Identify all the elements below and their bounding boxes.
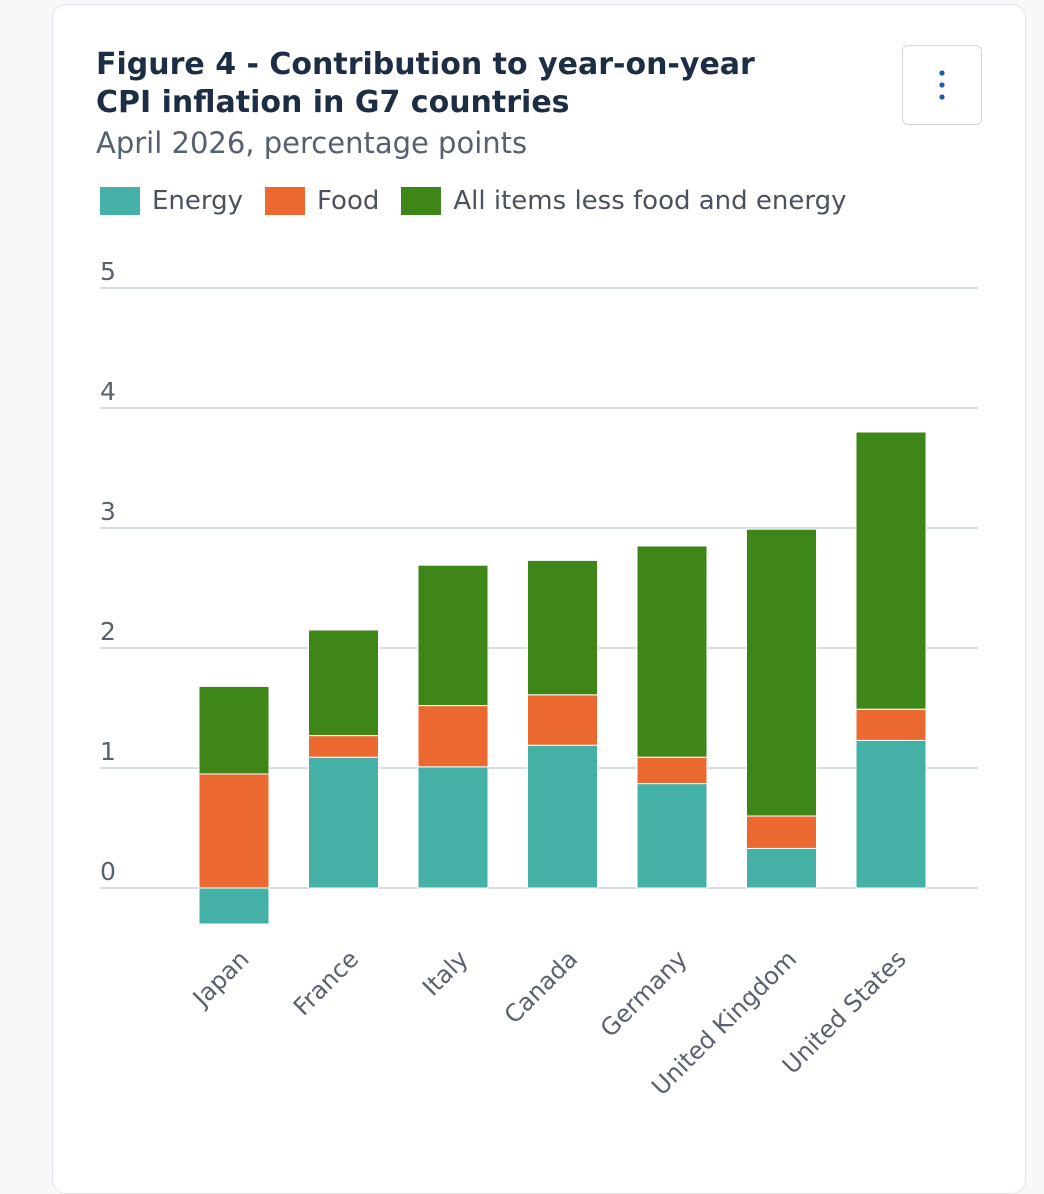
legend-swatch-energy [100, 187, 140, 215]
bar-united-kingdom-series-1[interactable] [746, 815, 817, 849]
category-label-canada: Canada [499, 945, 583, 1029]
legend-item-food[interactable]: Food [265, 186, 379, 216]
bar-japan-series-0[interactable] [198, 887, 270, 925]
bar-united-states-series-2[interactable] [855, 431, 927, 710]
bar-canada-series-2[interactable] [527, 559, 598, 696]
bar-france-series-1[interactable] [308, 735, 379, 758]
legend-swatch-core [401, 187, 442, 215]
bar-germany-series-2[interactable] [636, 545, 708, 758]
bar-united-states-series-0[interactable] [855, 739, 927, 889]
bar-france-series-2[interactable] [308, 629, 379, 737]
bar-germany-series-1[interactable] [636, 756, 708, 785]
chart-subtitle: April 2026, percentage points [96, 126, 528, 160]
chart-legend: Energy Food All items less food and ener… [100, 182, 869, 220]
category-label-italy: Italy [417, 945, 474, 1002]
y-tick-label-0: 0 [100, 857, 116, 886]
legend-swatch-food [265, 187, 306, 215]
bar-italy-series-1[interactable] [417, 705, 489, 768]
y-tick-label-3: 3 [100, 497, 116, 526]
bar-japan-series-2[interactable] [198, 685, 270, 775]
y-tick-label-5: 5 [100, 257, 116, 286]
y-tick-label-1: 1 [100, 737, 116, 766]
category-label-france: France [288, 945, 364, 1021]
chart-menu-button[interactable] [902, 45, 982, 125]
bar-united-states-series-1[interactable] [855, 708, 927, 741]
bar-canada-series-1[interactable] [527, 694, 598, 746]
bars [198, 431, 927, 925]
legend-label-core: All items less food and energy [453, 186, 847, 216]
vertical-ellipsis-icon [939, 70, 945, 100]
bar-united-kingdom-series-2[interactable] [746, 528, 817, 817]
chart-title: Figure 4 - Contribution to year-on-year … [96, 47, 755, 120]
legend-label-energy: Energy [152, 186, 244, 216]
bar-germany-series-0[interactable] [636, 783, 708, 889]
category-label-germany: Germany [595, 945, 693, 1043]
bar-italy-series-0[interactable] [417, 766, 489, 889]
legend-label-food: Food [317, 186, 380, 216]
legend-item-energy[interactable]: Energy [100, 186, 243, 216]
bar-canada-series-0[interactable] [527, 744, 598, 889]
legend-item-core[interactable]: All items less food and energy [401, 186, 847, 216]
y-tick-label-2: 2 [100, 617, 116, 646]
y-tick-label-4: 4 [100, 377, 116, 406]
bar-japan-series-1[interactable] [198, 773, 270, 889]
bar-france-series-0[interactable] [308, 756, 379, 889]
bar-italy-series-2[interactable] [417, 564, 489, 707]
bar-united-kingdom-series-0[interactable] [746, 847, 817, 889]
category-label-japan: Japan [186, 945, 255, 1014]
